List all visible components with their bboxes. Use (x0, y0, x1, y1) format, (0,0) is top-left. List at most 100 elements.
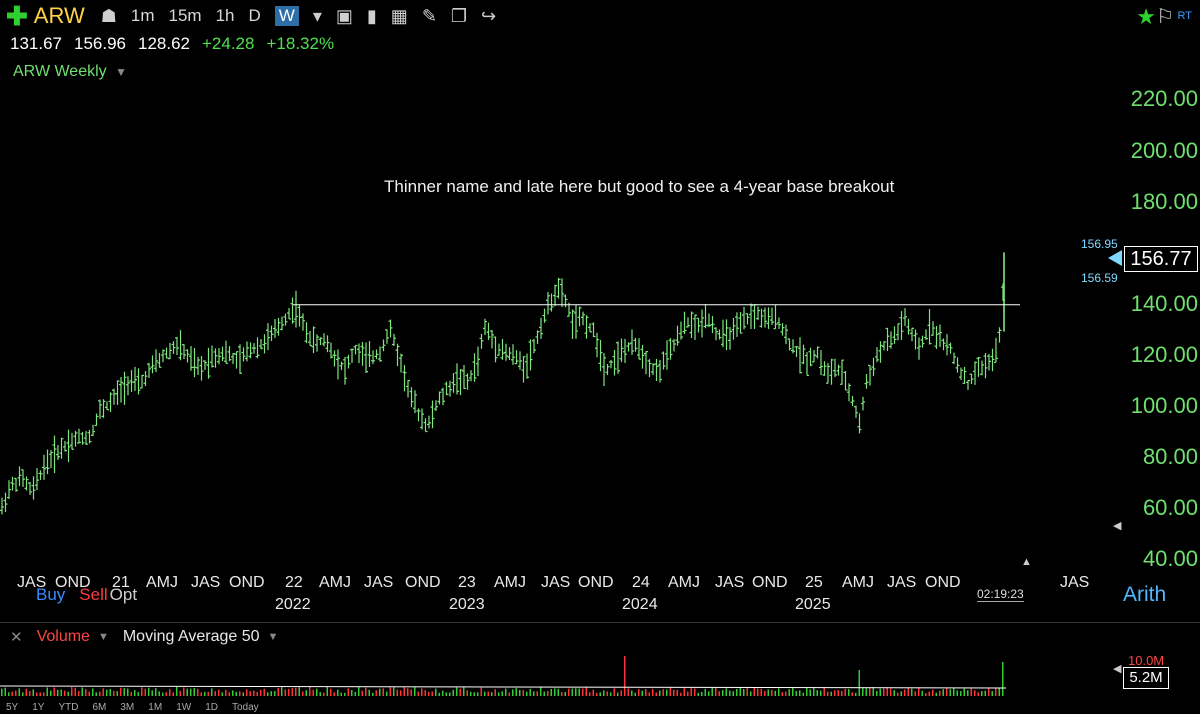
volume-bar (456, 687, 458, 696)
chart-type-icon[interactable]: ▣ (335, 5, 353, 26)
order-buttons: Buy Sell Opt (36, 585, 137, 605)
sell-button[interactable]: Sell (79, 585, 108, 604)
ohlc-bar (899, 311, 904, 340)
range-5y[interactable]: 5Y (6, 702, 19, 713)
volume-bar (386, 691, 388, 696)
timeframe-weekly[interactable]: W (274, 6, 299, 26)
range-ytd[interactable]: YTD (58, 702, 79, 713)
pencil-icon[interactable]: ✎ (421, 5, 437, 26)
volume-bar (683, 688, 685, 696)
scroll-left-icon[interactable]: ◀ (1113, 663, 1122, 675)
volume-bar (431, 691, 433, 696)
moving-average-label[interactable]: Moving Average 50 (122, 628, 260, 645)
volume-bar (165, 692, 167, 696)
bar-style-icon[interactable]: ▮ (366, 5, 377, 26)
scroll-up-icon[interactable]: ▲ (1021, 556, 1032, 568)
panel-divider[interactable] (0, 622, 1200, 623)
ohlc-bar (882, 341, 886, 351)
timeframe-1m[interactable]: 1m (130, 6, 155, 25)
ohlc-bar (381, 339, 386, 352)
chevron-down-icon[interactable]: ▼ (115, 65, 127, 79)
ohlc-bar (227, 346, 232, 362)
ohlc-bar (931, 321, 935, 336)
scroll-left-icon[interactable]: ◀ (1113, 520, 1122, 532)
close-icon[interactable]: ✕ (10, 629, 23, 646)
range-1w[interactable]: 1W (176, 702, 192, 713)
price-chart[interactable] (0, 90, 1110, 570)
volume-bar (841, 690, 843, 696)
buy-button[interactable]: Buy (36, 585, 66, 604)
volume-bar (652, 688, 654, 696)
add-symbol-icon[interactable]: ✚ (6, 0, 28, 31)
copy-icon[interactable]: ❐ (450, 5, 468, 26)
ohlc-bar (84, 430, 88, 445)
volume-bar (487, 691, 489, 696)
volume-bar (641, 690, 643, 696)
volume-bar (43, 692, 45, 696)
volume-bar (256, 692, 258, 696)
chart-title-text: ARW Weekly (13, 63, 107, 80)
volume-bar (746, 687, 748, 696)
range-today[interactable]: Today (231, 702, 259, 713)
volume-bar (120, 687, 122, 696)
volume-bar (32, 689, 34, 696)
ohlc-bar (73, 430, 78, 447)
ohlc-bar (329, 342, 333, 359)
range-1m[interactable]: 1M (148, 702, 163, 713)
volume-bar (589, 692, 591, 696)
ohlc-bar (388, 319, 393, 338)
x-tick-year: 2023 (449, 596, 485, 613)
volume-bar (862, 687, 864, 696)
star-icon[interactable]: ★ (1136, 4, 1156, 29)
volume-bar (648, 692, 650, 696)
range-1d[interactable]: 1D (205, 702, 218, 713)
volume-bar (22, 692, 24, 696)
volume-bar (393, 687, 395, 696)
volume-chart[interactable] (0, 650, 1110, 698)
volume-bar (57, 689, 59, 696)
ohlc-bar (115, 380, 120, 405)
ohlc-bar (287, 308, 291, 320)
volume-bar (379, 688, 381, 696)
ohlc-bar (987, 354, 991, 371)
share-icon[interactable]: ↪ (481, 5, 497, 26)
volume-bar (571, 688, 573, 696)
volume-bar (830, 691, 832, 696)
chart-title[interactable]: ARW Weekly ▼ (13, 63, 127, 81)
ohlc-bar (371, 350, 375, 365)
ohlc-bar (339, 361, 344, 371)
options-button[interactable]: Opt (109, 585, 138, 604)
chart-annotation[interactable]: Thinner name and late here but good to s… (384, 177, 895, 196)
watchlist-icon[interactable]: ☗ (100, 5, 117, 26)
range-6m[interactable]: 6M (92, 702, 107, 713)
volume-bar (389, 687, 391, 696)
ohlc-bar (948, 342, 953, 354)
volume-label[interactable]: Volume (36, 628, 90, 645)
ohlc-bar (154, 349, 158, 373)
chevron-down-icon[interactable]: ▼ (97, 631, 109, 643)
timeframe-15m[interactable]: 15m (168, 6, 202, 25)
volume-bar (382, 688, 384, 696)
timeframe-daily[interactable]: D (248, 6, 261, 25)
ohlc-bar (10, 476, 15, 491)
calculator-icon[interactable]: ▦ (390, 5, 408, 26)
scale-mode-button[interactable]: Arith (1123, 583, 1167, 606)
volume-bar (792, 687, 794, 696)
symbol-label[interactable]: ARW (33, 3, 85, 28)
volume-bar (582, 688, 584, 696)
ohlc-bar (721, 319, 725, 348)
range-1y[interactable]: 1Y (32, 702, 45, 713)
volume-bar (540, 687, 542, 696)
ohlc-bar (336, 349, 340, 380)
ohlc-bar (38, 470, 43, 480)
ohlc-bar (7, 480, 11, 499)
volume-bar (449, 692, 451, 696)
flag-icon[interactable]: ⚐ (1156, 6, 1174, 28)
chevron-down-icon[interactable]: ▼ (267, 631, 279, 643)
range-3m[interactable]: 3M (120, 702, 135, 713)
ohlc-bar (920, 335, 925, 348)
timeframe-1h[interactable]: 1h (215, 6, 235, 25)
chevron-down-icon[interactable]: ▾ (312, 5, 322, 26)
volume-bar (228, 692, 230, 696)
ohlc-bar (784, 324, 788, 345)
